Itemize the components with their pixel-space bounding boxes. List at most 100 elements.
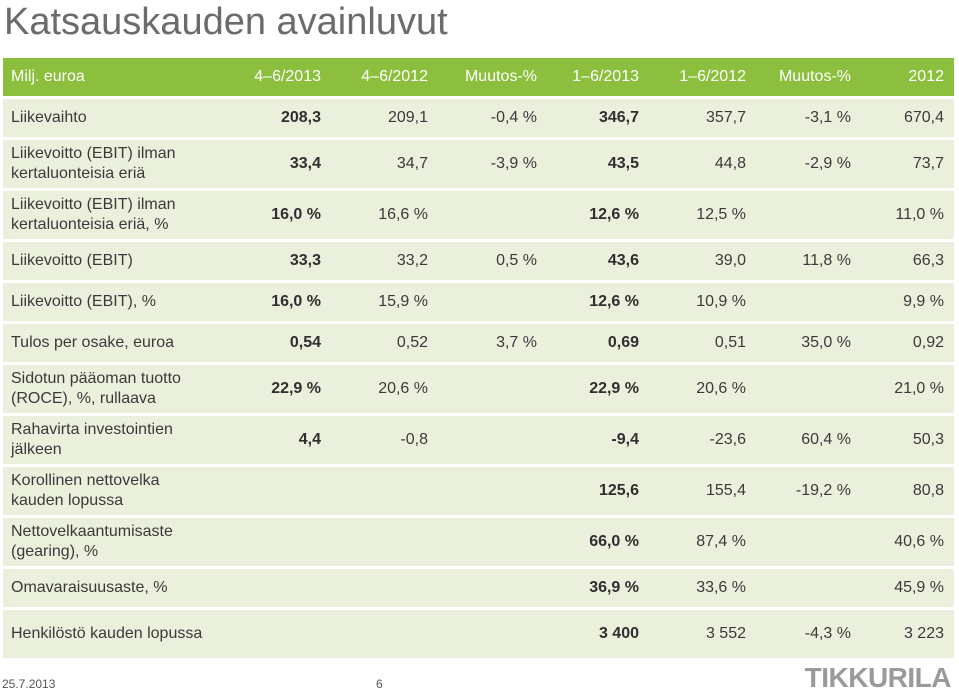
table-cell: -9,4	[547, 416, 649, 464]
table-cell: -0,4 %	[438, 99, 547, 137]
table-cell: 20,6 %	[331, 365, 438, 413]
table-cell: 346,7	[547, 99, 649, 137]
header-q2-2013: 4–6/2013	[221, 58, 331, 96]
table-cell: 155,4	[649, 467, 756, 515]
table-cell: 87,4 %	[649, 518, 756, 566]
header-unit: Milj. euroa	[3, 58, 221, 96]
table-cell: -23,6	[649, 416, 756, 464]
table-cell: 11,0 %	[861, 191, 954, 239]
table-cell: -19,2 %	[756, 467, 861, 515]
row-label: Omavaraisuusaste, %	[3, 569, 221, 607]
table-cell: 39,0	[649, 242, 756, 280]
table-cell: 16,6 %	[331, 191, 438, 239]
company-logo: TIKKURILA	[804, 662, 952, 693]
table-cell: 3 223	[861, 610, 954, 658]
row-label: Liikevoitto (EBIT)	[3, 242, 221, 280]
header-change-half: Muutos-%	[756, 58, 861, 96]
header-change-quarter: Muutos-%	[438, 58, 547, 96]
table-row: Rahavirta investointien jälkeen 4,4 -0,8…	[3, 416, 954, 464]
table-cell	[438, 467, 547, 515]
table-cell: 208,3	[221, 99, 331, 137]
table-cell: 16,0 %	[221, 191, 331, 239]
table-row: Liikevoitto (EBIT), % 16,0 % 15,9 % 12,6…	[3, 283, 954, 321]
table-cell: 36,9 %	[547, 569, 649, 607]
table-cell	[438, 365, 547, 413]
row-label: Liikevoitto (EBIT), %	[3, 283, 221, 321]
row-label: Liikevoitto (EBIT) ilman kertaluonteisia…	[3, 191, 221, 239]
table-cell: 15,9 %	[331, 283, 438, 321]
table-cell	[438, 191, 547, 239]
table-cell: 22,9 %	[221, 365, 331, 413]
table-row: Liikevoitto (EBIT) 33,3 33,2 0,5 % 43,6 …	[3, 242, 954, 280]
table-cell	[221, 467, 331, 515]
row-label: Korollinen nettovelka kauden lopussa	[3, 467, 221, 515]
table-cell: 66,3	[861, 242, 954, 280]
key-figures-table: Milj. euroa 4–6/2013 4–6/2012 Muutos-% 1…	[3, 55, 954, 661]
table-row: Korollinen nettovelka kauden lopussa 125…	[3, 467, 954, 515]
table-cell	[756, 283, 861, 321]
table-cell: 0,54	[221, 324, 331, 362]
table-cell: 670,4	[861, 99, 954, 137]
table-cell: 34,7	[331, 140, 438, 188]
table-cell	[331, 518, 438, 566]
table-row: Henkilöstö kauden lopussa 3 400 3 552 -4…	[3, 610, 954, 658]
table-cell	[756, 518, 861, 566]
table-cell: 43,5	[547, 140, 649, 188]
table-cell: 16,0 %	[221, 283, 331, 321]
table-row: Sidotun pääoman tuotto (ROCE), %, rullaa…	[3, 365, 954, 413]
table-row: Nettovelkaantumisaste (gearing), % 66,0 …	[3, 518, 954, 566]
table-cell: 10,9 %	[649, 283, 756, 321]
header-year-2012: 2012	[861, 58, 954, 96]
table-cell: 21,0 %	[861, 365, 954, 413]
table-cell: 0,51	[649, 324, 756, 362]
table-cell: -2,9 %	[756, 140, 861, 188]
page-title: Katsauskauden avainluvut	[4, 1, 448, 43]
table-cell: 12,6 %	[547, 191, 649, 239]
table-row: Omavaraisuusaste, % 36,9 % 33,6 % 45,9 %	[3, 569, 954, 607]
table-cell: 3 400	[547, 610, 649, 658]
table-header-row: Milj. euroa 4–6/2013 4–6/2012 Muutos-% 1…	[3, 58, 954, 96]
table-cell	[331, 467, 438, 515]
table-cell	[756, 191, 861, 239]
table-cell	[438, 569, 547, 607]
row-label: Liikevaihto	[3, 99, 221, 137]
table-cell	[331, 569, 438, 607]
table-cell: 357,7	[649, 99, 756, 137]
page-number: 6	[376, 677, 383, 691]
table-row: Liikevoitto (EBIT) ilman kertaluonteisia…	[3, 191, 954, 239]
table-cell: 0,92	[861, 324, 954, 362]
table-cell: 9,9 %	[861, 283, 954, 321]
row-label: Sidotun pääoman tuotto (ROCE), %, rullaa…	[3, 365, 221, 413]
table-row: Tulos per osake, euroa 0,54 0,52 3,7 % 0…	[3, 324, 954, 362]
table-cell: 80,8	[861, 467, 954, 515]
table-row: Liikevoitto (EBIT) ilman kertaluonteisia…	[3, 140, 954, 188]
table-cell: 66,0 %	[547, 518, 649, 566]
table-cell: -3,9 %	[438, 140, 547, 188]
table-cell: 33,3	[221, 242, 331, 280]
table-cell: -4,3 %	[756, 610, 861, 658]
table-cell	[438, 518, 547, 566]
table-cell: 40,6 %	[861, 518, 954, 566]
row-label: Henkilöstö kauden lopussa	[3, 610, 221, 658]
table-cell: 3 552	[649, 610, 756, 658]
table-cell: 3,7 %	[438, 324, 547, 362]
table-cell: 33,4	[221, 140, 331, 188]
table-cell	[221, 569, 331, 607]
table-cell	[756, 365, 861, 413]
table-cell	[331, 610, 438, 658]
table-cell: 20,6 %	[649, 365, 756, 413]
table-cell: 4,4	[221, 416, 331, 464]
table-cell	[438, 283, 547, 321]
row-label: Rahavirta investointien jälkeen	[3, 416, 221, 464]
table-cell: 44,8	[649, 140, 756, 188]
table-cell: 12,6 %	[547, 283, 649, 321]
table-cell: -0,8	[331, 416, 438, 464]
table-cell: 0,69	[547, 324, 649, 362]
table-cell: 33,2	[331, 242, 438, 280]
table-cell	[438, 610, 547, 658]
table-cell: 0,52	[331, 324, 438, 362]
table-cell	[221, 610, 331, 658]
table-cell	[756, 569, 861, 607]
table-cell	[438, 416, 547, 464]
table-cell: 45,9 %	[861, 569, 954, 607]
